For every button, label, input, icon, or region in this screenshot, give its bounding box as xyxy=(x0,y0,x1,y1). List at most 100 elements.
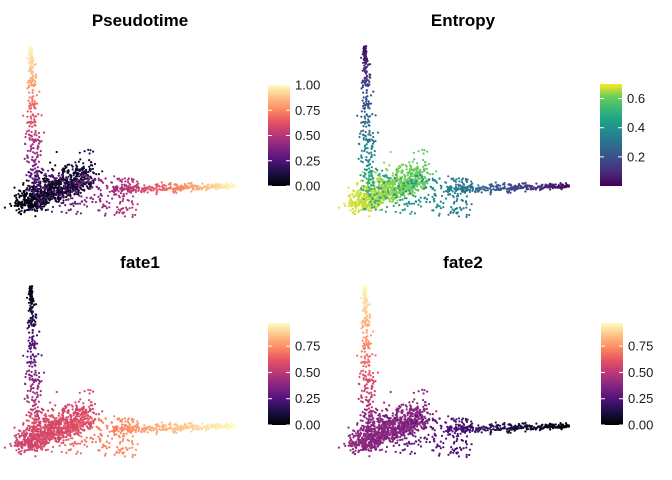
scatter-point xyxy=(361,161,364,164)
scatter-point xyxy=(385,181,388,184)
scatter-point xyxy=(33,443,36,446)
scatter-point xyxy=(38,330,41,333)
scatter-point xyxy=(29,385,32,388)
scatter-point xyxy=(28,414,31,418)
colorbar-tick-label: 0.00 xyxy=(295,179,320,194)
scatter-point xyxy=(88,152,91,155)
scatter-point xyxy=(485,186,488,189)
scatter-point xyxy=(391,174,394,177)
scatter-point xyxy=(55,424,58,427)
scatter-point xyxy=(97,413,100,416)
scatter-point xyxy=(110,421,113,424)
scatter-point xyxy=(403,174,406,177)
scatter-point xyxy=(208,186,211,189)
scatter-point xyxy=(29,195,32,198)
scatter-point xyxy=(412,184,415,188)
scatter-point xyxy=(129,183,132,186)
scatter-point xyxy=(125,192,128,195)
scatter-point xyxy=(44,183,47,186)
scatter-point xyxy=(39,206,42,209)
scatter-point xyxy=(33,373,36,376)
scatter-point xyxy=(447,187,451,190)
scatter-point xyxy=(357,196,360,199)
scatter-point xyxy=(28,374,31,377)
scatter-point xyxy=(45,192,49,196)
scatter-point xyxy=(28,336,31,339)
scatter-point xyxy=(122,192,125,196)
scatter-point xyxy=(22,114,25,117)
scatter-point xyxy=(39,441,42,444)
scatter-point xyxy=(130,200,134,203)
scatter-point xyxy=(31,168,35,171)
scatter-point xyxy=(27,339,30,342)
scatter-point xyxy=(83,443,86,446)
scatter-point xyxy=(105,447,108,450)
scatter-point xyxy=(155,193,158,196)
scatter-point xyxy=(78,151,81,154)
scatter-point xyxy=(25,174,28,177)
scatter-point xyxy=(374,208,377,211)
scatter-point xyxy=(80,182,83,185)
scatter-point xyxy=(413,191,416,194)
scatter-point xyxy=(376,186,379,189)
scatter-point xyxy=(360,208,363,212)
scatter-point xyxy=(496,185,499,188)
scatter-point xyxy=(65,198,68,202)
scatter-point xyxy=(106,194,110,197)
scatter-point xyxy=(46,448,50,451)
scatter-point xyxy=(372,184,375,187)
scatter-point xyxy=(439,200,442,203)
scatter-point xyxy=(79,191,82,194)
scatter-point xyxy=(432,187,435,190)
scatter-point xyxy=(434,194,437,197)
scatter-point xyxy=(121,439,124,443)
scatter-point xyxy=(182,186,185,189)
scatter-point xyxy=(70,190,73,193)
scatter-point xyxy=(117,208,120,211)
scatter-point xyxy=(64,188,67,191)
scatter-point xyxy=(347,186,350,189)
scatter-point xyxy=(464,191,467,194)
scatter-point xyxy=(360,115,363,118)
scatter-point xyxy=(39,171,43,174)
scatter-point xyxy=(370,151,373,154)
scatter-point xyxy=(127,185,130,188)
scatter-point xyxy=(162,185,165,188)
scatter-point xyxy=(365,97,368,101)
scatter-point xyxy=(80,435,83,438)
scatter-point xyxy=(54,177,57,180)
scatter-point xyxy=(94,418,97,421)
scatter-point xyxy=(423,164,426,167)
scatter-point xyxy=(426,171,429,174)
scatter-point xyxy=(201,182,204,185)
scatter-point xyxy=(366,140,369,144)
scatter-point xyxy=(26,389,29,392)
scatter-point xyxy=(363,192,366,195)
scatter-point xyxy=(53,420,56,423)
colorbar-tick-label: 0.2 xyxy=(627,149,645,164)
scatter-point xyxy=(70,404,73,407)
scatter-point xyxy=(33,100,36,103)
scatter-point xyxy=(122,432,125,436)
scatter-point xyxy=(31,310,34,313)
scatter-point xyxy=(91,180,94,183)
scatter-point xyxy=(369,200,372,203)
scatter-point xyxy=(437,214,441,217)
scatter-point xyxy=(22,430,25,433)
scatter-point xyxy=(33,346,36,349)
scatter-point xyxy=(365,156,368,159)
scatter-point xyxy=(72,412,75,415)
scatter-point xyxy=(87,170,90,174)
scatter-point xyxy=(373,193,376,196)
scatter-point xyxy=(417,203,420,206)
scatter-point xyxy=(75,405,79,408)
scatter-point xyxy=(70,186,73,189)
scatter-point xyxy=(71,442,74,445)
scatter-point xyxy=(117,448,120,451)
scatter-point xyxy=(69,194,72,197)
scatter-point xyxy=(364,67,367,70)
scatter-point xyxy=(499,184,502,187)
scatter-point xyxy=(544,185,548,188)
scatter-point xyxy=(71,197,74,200)
scatter-point xyxy=(85,196,88,199)
